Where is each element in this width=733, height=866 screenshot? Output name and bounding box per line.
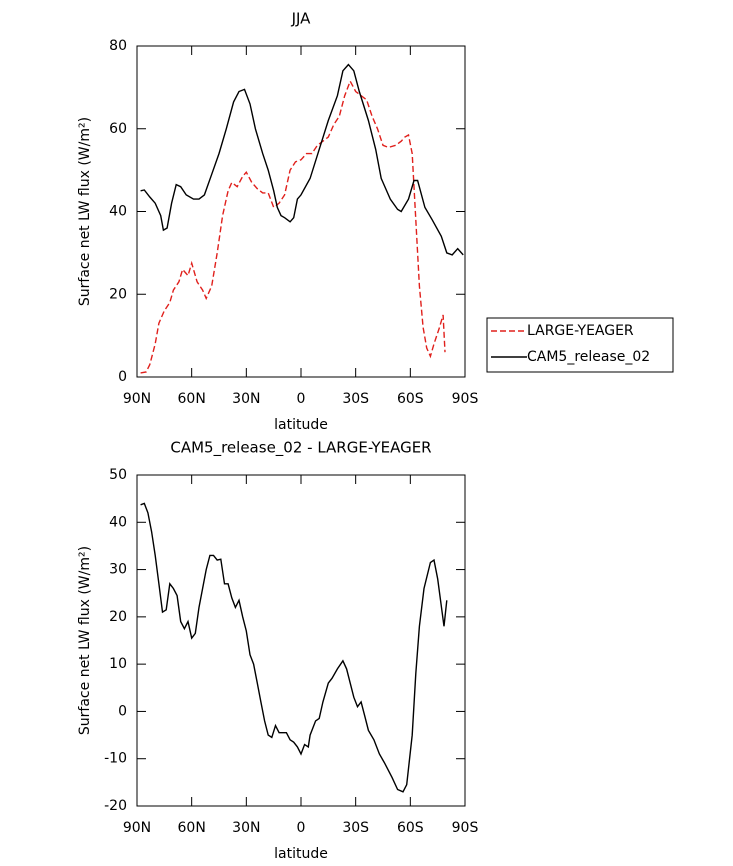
y-tick-label: -20 <box>104 798 127 814</box>
chart-title: JJA <box>291 10 312 28</box>
x-axis-title: latitude <box>274 417 328 433</box>
line <box>140 502 448 793</box>
y-tick-label: 0 <box>118 703 127 719</box>
x-tick-label: 90N <box>123 820 151 836</box>
x-tick-label: 60N <box>178 820 206 836</box>
y-tick-label: -10 <box>104 751 127 767</box>
plot-frame <box>136 474 466 807</box>
y-tick-label: 80 <box>109 38 127 54</box>
y-axis-title: Surface net LW flux (W/m²) <box>77 117 93 306</box>
y-tick-label: 30 <box>109 562 127 578</box>
line <box>140 79 446 374</box>
x-tick-label: 0 <box>297 820 306 836</box>
y-tick-label: 60 <box>109 121 127 137</box>
y-tick-label: 20 <box>109 286 127 302</box>
x-tick-label: 60S <box>397 391 424 407</box>
x-tick-label: 90S <box>452 391 479 407</box>
line <box>140 63 464 256</box>
x-axis-title: latitude <box>274 846 328 862</box>
x-tick-label: 60S <box>397 820 424 836</box>
x-tick-label: 30N <box>232 820 260 836</box>
chart-title: CAM5_release_02 - LARGE-YEAGER <box>170 439 431 458</box>
x-tick-label: 30N <box>232 391 260 407</box>
y-tick-label: 50 <box>109 467 127 483</box>
legend-label: LARGE-YEAGER <box>527 323 634 339</box>
y-tick-label: 20 <box>109 609 127 625</box>
y-tick-label: 40 <box>109 514 127 530</box>
x-tick-label: 30S <box>342 391 369 407</box>
x-tick-label: 90N <box>123 391 151 407</box>
y-axis-title: Surface net LW flux (W/m²) <box>77 546 93 735</box>
y-tick-label: 10 <box>109 656 127 672</box>
x-tick-label: 30S <box>342 820 369 836</box>
x-tick-label: 90S <box>452 820 479 836</box>
legend-label: CAM5_release_02 <box>527 349 650 365</box>
y-tick-label: 0 <box>118 369 127 385</box>
y-tick-label: 40 <box>109 204 127 220</box>
legend-box <box>486 317 674 373</box>
x-tick-label: 0 <box>297 391 306 407</box>
plot-frame <box>136 45 466 378</box>
x-tick-label: 60N <box>178 391 206 407</box>
